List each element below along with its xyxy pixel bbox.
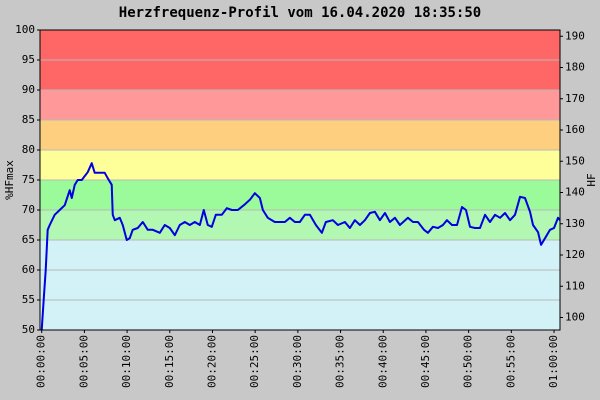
y2-tick-label: 130 — [565, 217, 585, 230]
y-tick-label: 55 — [22, 293, 35, 306]
data-line — [40, 162, 561, 331]
plot-frame — [39, 29, 561, 331]
y2-tick-label: 190 — [565, 29, 585, 42]
x-tick-label: 00:40:00 — [376, 335, 389, 388]
x-tick-label: 00:20:00 — [205, 335, 218, 388]
y2-tick-label: 180 — [565, 61, 585, 74]
y-tick-label: 100 — [15, 23, 35, 36]
x-tick-label: 01:00:00 — [547, 335, 560, 388]
zone-band — [40, 150, 560, 180]
y2-tick-label: 170 — [565, 92, 585, 105]
x-tick-label: 00:30:00 — [291, 335, 304, 388]
y-axis-label: %HFmax — [3, 160, 16, 200]
x-tick-label: 00:10:00 — [120, 335, 133, 388]
x-tick-label: 00:15:00 — [163, 335, 176, 388]
zone-band — [40, 120, 560, 150]
y2-tick-label: 150 — [565, 154, 585, 167]
y2-tick-label: 100 — [565, 311, 585, 324]
x-tick-label: 00:45:00 — [419, 335, 432, 388]
x-tick-label: 00:00:00 — [35, 335, 48, 388]
y-tick-label: 90 — [22, 83, 35, 96]
y2-axis-label: HF — [585, 173, 598, 186]
x-tick-label: 00:05:00 — [77, 335, 90, 388]
zone-band — [40, 90, 560, 120]
y-tick-label: 80 — [22, 143, 35, 156]
x-tick-label: 00:55:00 — [504, 335, 517, 388]
zone-band — [40, 240, 560, 330]
y2-tick-label: 140 — [565, 186, 585, 199]
x-tick-label: 00:25:00 — [248, 335, 261, 388]
y-tick-label: 65 — [22, 233, 35, 246]
y-tick-label: 95 — [22, 53, 35, 66]
y2-tick-label: 110 — [565, 279, 585, 292]
chart-title: Herzfrequenz-Profil vom 16.04.2020 18:35… — [119, 5, 481, 21]
y2-tick-label: 160 — [565, 123, 585, 136]
x-tick-label: 00:50:00 — [462, 335, 475, 388]
y-tick-label: 85 — [22, 113, 35, 126]
y-tick-label: 75 — [22, 173, 35, 186]
y-tick-label: 70 — [22, 203, 35, 216]
zone-band — [40, 210, 560, 240]
y2-tick-label: 120 — [565, 248, 585, 261]
x-tick-label: 00:35:00 — [334, 335, 347, 388]
y-tick-label: 50 — [22, 323, 35, 336]
zone-band — [40, 180, 560, 210]
y-tick-label: 60 — [22, 263, 35, 276]
